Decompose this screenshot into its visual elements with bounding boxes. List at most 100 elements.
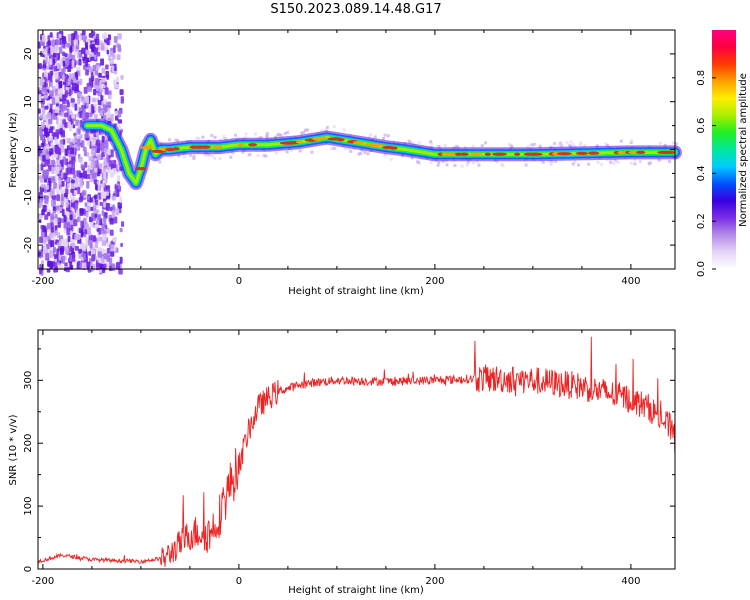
- spectrogram-noise-cell: [192, 156, 196, 160]
- spectrogram-ridge-hotspot: [492, 152, 508, 156]
- spectrogram-noise-cell: [40, 40, 45, 47]
- spectrogram-noise-cell: [117, 44, 122, 52]
- spectrogram-noise-cell: [573, 160, 577, 164]
- spectrogram-noise-cell: [99, 86, 104, 93]
- spectrogram-noise-cell: [79, 78, 83, 86]
- spectrogram-noise-cell: [99, 201, 103, 206]
- spectrogram-noise-cell: [89, 68, 94, 73]
- spectrogram-noise-cell: [69, 124, 73, 132]
- spectrogram-noise-cell: [201, 135, 205, 139]
- spectrogram-ridge-hotspot: [446, 152, 459, 156]
- spectrogram-noise-cell: [579, 141, 583, 145]
- spectrogram-noise-cell: [78, 156, 83, 163]
- spectrogram-noise-cell: [60, 171, 64, 178]
- spectrogram-noise-cell: [42, 169, 45, 178]
- spectrogram-noise-cell: [174, 138, 178, 142]
- spectrogram-noise-cell: [80, 164, 85, 169]
- colorbar-tick-label: 0.6: [696, 118, 707, 134]
- spectrogram-noise-cell: [441, 159, 445, 163]
- spectrogram-noise-cell: [484, 141, 488, 145]
- spectrogram-noise-cell: [541, 160, 545, 164]
- spectrogram-noise-cell: [87, 226, 92, 235]
- spectrogram-noise-cell: [94, 160, 99, 168]
- spectrogram-noise-cell: [213, 156, 217, 160]
- spectrogram-noise-cell: [88, 251, 92, 256]
- spectrogram-noise-cell: [69, 220, 75, 225]
- spectrogram-noise-cell: [44, 105, 49, 110]
- spectrogram-noise-cell: [357, 152, 361, 156]
- spectrogram-noise-cell: [101, 43, 105, 51]
- snr-y-tick-label: 100: [23, 497, 34, 516]
- spectrogram-noise-cell: [55, 230, 58, 236]
- spectrogram-noise-cell: [101, 239, 106, 246]
- spectrogram-noise-cell: [46, 222, 51, 230]
- spectrogram-noise-cell: [44, 127, 49, 133]
- spectrogram-noise-cell: [286, 130, 290, 134]
- spectrogram-noise-cell: [54, 44, 59, 53]
- spectrogram-noise-cell: [100, 142, 104, 151]
- spectrogram-noise-cell: [445, 163, 449, 167]
- spectrogram-noise-cell: [58, 264, 63, 270]
- spectrogram-noise-cell: [95, 219, 100, 225]
- spectrogram-noise-cell: [42, 64, 47, 69]
- spectrogram-noise-cell: [600, 162, 604, 166]
- spectrogram-noise-cell: [300, 131, 304, 135]
- spectrogram-noise-cell: [241, 150, 245, 154]
- spectrogram-noise-cell: [550, 159, 554, 163]
- spectrogram-noise-cell: [58, 46, 63, 54]
- spectrogram-noise-cell: [79, 172, 84, 178]
- spectrogram-noise-cell: [91, 249, 96, 255]
- spectrogram-noise-cell: [72, 201, 76, 209]
- spectrogram-noise-cell: [526, 145, 530, 149]
- snr-x-tick-label: -200: [32, 576, 55, 587]
- spectrogram-noise-cell: [65, 266, 70, 273]
- spectrogram-noise-cell: [94, 70, 99, 76]
- spectrogram-noise-cell: [93, 167, 98, 173]
- spectrogram-noise-cell: [114, 110, 118, 116]
- spectrogram-noise-cell: [91, 97, 97, 103]
- spectrogram-noise-cell: [510, 144, 514, 148]
- snr-plot-area: [38, 330, 675, 569]
- spectrogram-noise-cell: [558, 143, 562, 147]
- spectrogram-noise-cell: [71, 253, 76, 262]
- spectrogram-noise-cell: [95, 131, 100, 137]
- chart-title: S150.2023.089.14.48.G17: [270, 2, 442, 17]
- spectrogram-noise-cell: [73, 38, 78, 47]
- spectrogram-noise-cell: [53, 199, 56, 206]
- spectrogram-noise-cell: [68, 73, 72, 80]
- spectrogram-noise-cell: [560, 144, 564, 148]
- spectrogram-noise-cell: [349, 149, 353, 153]
- spectrogram-noise-cell: [70, 168, 76, 175]
- spectrogram-noise-cell: [91, 139, 96, 147]
- colorbar-tick-label: 0.0: [696, 261, 707, 277]
- spectrogram-ridge-hotspot: [664, 150, 676, 154]
- spectrogram-noise-cell: [72, 124, 76, 129]
- spectrogram-noise-cell: [213, 135, 217, 139]
- spectrogram-noise-cell: [116, 261, 121, 270]
- spectrogram-noise-cell: [88, 77, 92, 86]
- spectrogram-noise-cell: [64, 112, 68, 118]
- spectrogram-noise-cell: [91, 235, 96, 242]
- spectrogram-noise-cell: [47, 261, 51, 267]
- spectrogram-noise-cell: [229, 155, 233, 159]
- spectrogram-noise-cell: [91, 106, 95, 114]
- colorbar-tick-label: 0.4: [696, 165, 707, 181]
- spectrogram-noise-cell: [105, 202, 110, 211]
- spectrogram-noise-cell: [106, 153, 109, 161]
- spectrogram-noise-cell: [96, 209, 100, 214]
- spectrogram-noise-cell: [111, 113, 114, 122]
- spectrogram-noise-cell: [495, 160, 499, 164]
- spectrogram-ridge: [80, 118, 682, 190]
- spectrogram-noise-cell: [64, 262, 68, 267]
- spectrogram-noise-cell: [38, 164, 42, 172]
- spectrogram-noise-cell: [65, 121, 69, 128]
- spectrogram-noise-cell: [60, 238, 66, 245]
- spectrogram-noise-cell: [38, 203, 41, 209]
- spectrogram-noise-cell: [59, 247, 64, 255]
- spectrogram-noise-cell: [67, 183, 71, 188]
- spectrogram-noise-cell: [430, 141, 434, 145]
- spectrogram-x-axis-label: Height of straight line (km): [288, 286, 424, 297]
- spectrogram-noise-cell: [106, 247, 111, 254]
- spectrogram-noise-cell: [320, 129, 324, 133]
- spectrogram-ridge-hotspot: [337, 138, 345, 142]
